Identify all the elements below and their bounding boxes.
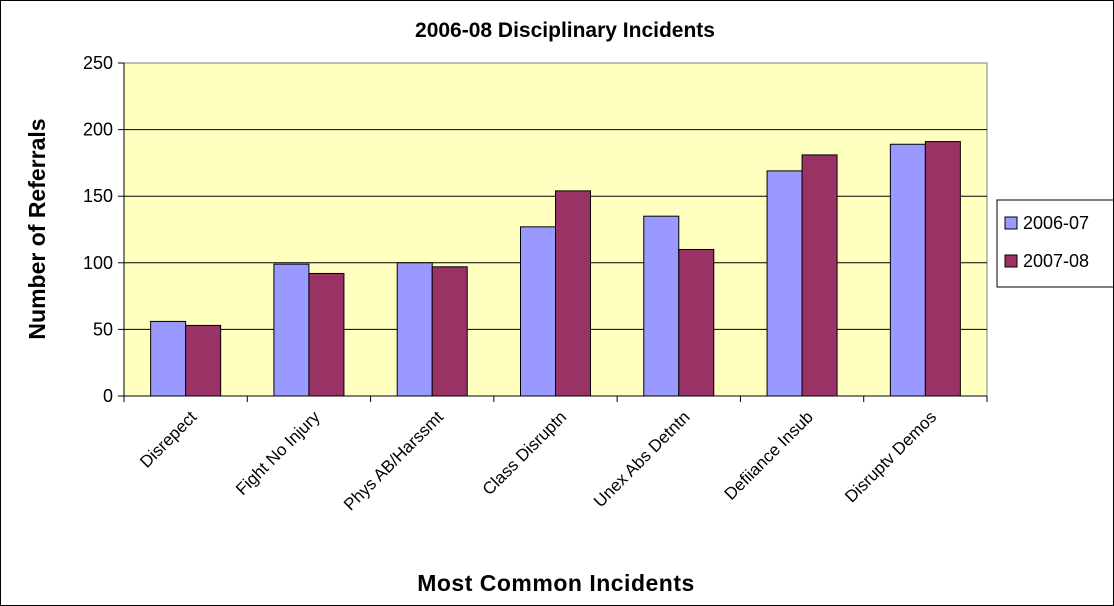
legend-swatch: [1004, 254, 1018, 268]
bar-2006-07-5: [766, 170, 803, 397]
bar-2006-07-2: [396, 262, 433, 397]
axes: [118, 62, 988, 402]
bar-2007-08-0: [185, 324, 222, 397]
bar-2007-08-4: [678, 248, 715, 397]
x-category-label: Disruptv Demos: [841, 407, 940, 506]
bar-2006-07-4: [643, 215, 680, 397]
bar-2006-07-3: [520, 226, 556, 397]
x-category-label: Defiiance Insub: [721, 407, 817, 503]
y-tick-label: 50: [93, 319, 113, 339]
x-category-labels: Disrepect Fight No Injury Phys AB/Harssmt C…: [136, 407, 940, 514]
x-category-label: Disrepect: [136, 407, 200, 471]
chart-title: 2006-08 Disciplinary Incidents: [415, 19, 715, 42]
legend-swatch: [1004, 216, 1018, 230]
legend-box: [996, 199, 1113, 288]
x-category-label: Fight No Injury: [232, 407, 324, 499]
bars: [150, 141, 961, 397]
y-axis-title: Number of Referrals: [24, 118, 50, 339]
bar-2007-08-1: [308, 272, 345, 397]
legend-label: 2006-07: [1023, 213, 1089, 233]
bar-2007-08-6: [924, 141, 961, 397]
y-tick-label: 200: [83, 120, 113, 140]
bar-2006-07-1: [273, 263, 310, 397]
legend-items: 2006-07 2007-08: [1004, 213, 1089, 271]
bar-2006-07-6: [889, 143, 926, 397]
bar-2007-08-3: [555, 190, 591, 397]
bar-2007-08-2: [431, 266, 468, 397]
bar-2007-08-5: [801, 154, 838, 397]
x-axis-title: Most Common Incidents: [417, 570, 695, 596]
y-tick-labels: 0 50 100 150 200 250: [83, 53, 113, 406]
x-category-label: Phys AB/Harssmt: [340, 407, 447, 514]
x-category-label: Class Disruptn: [479, 407, 571, 499]
bar-2006-07-0: [150, 320, 187, 397]
y-tick-label: 0: [103, 386, 113, 406]
y-tick-label: 150: [83, 186, 113, 206]
x-category-label: Unex Abs Detntn: [590, 407, 694, 511]
legend-label: 2007-08: [1023, 251, 1089, 271]
y-tick-label: 250: [83, 53, 113, 73]
y-tick-label: 100: [83, 253, 113, 273]
legend: 2006-07 2007-08: [996, 199, 1113, 288]
